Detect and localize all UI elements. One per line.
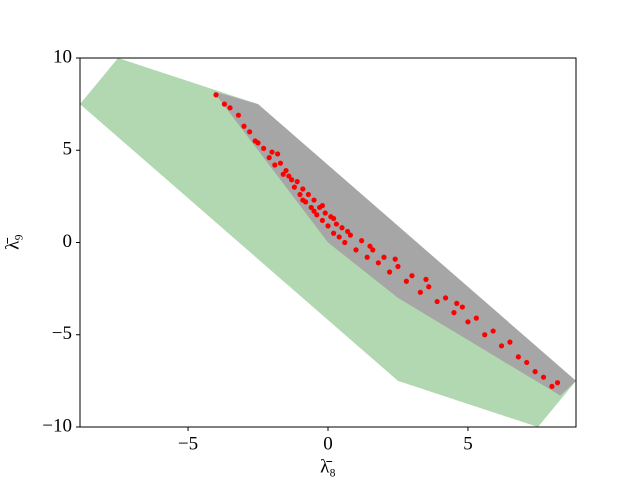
point	[442, 295, 449, 301]
point	[409, 273, 415, 279]
point	[490, 328, 496, 334]
point	[381, 254, 387, 260]
point	[283, 167, 289, 174]
point	[358, 238, 365, 244]
point	[549, 383, 555, 390]
y-tick-label: −10	[42, 415, 72, 436]
point	[325, 223, 331, 229]
point	[459, 304, 465, 310]
y-tick-label: 0	[63, 231, 73, 252]
point	[308, 204, 314, 211]
point	[266, 155, 272, 161]
point	[213, 92, 219, 98]
x-tick-label: 5	[463, 433, 473, 454]
x-tick-label: 0	[323, 433, 333, 454]
point	[261, 145, 267, 152]
point	[395, 263, 401, 270]
region	[213, 91, 576, 396]
point	[498, 343, 505, 349]
point	[454, 300, 460, 306]
point	[235, 112, 242, 118]
y-tick-label: 10	[53, 46, 72, 67]
point	[294, 179, 300, 185]
point	[524, 359, 530, 366]
y-tick-label: 5	[63, 139, 73, 160]
x-axis-label: λ̄₈	[320, 456, 336, 477]
point	[330, 215, 337, 222]
point	[515, 354, 521, 360]
point	[353, 247, 359, 253]
point	[286, 173, 292, 179]
y-tick-label: −5	[52, 323, 72, 344]
point	[311, 197, 317, 203]
point	[300, 186, 306, 192]
point	[314, 212, 320, 218]
point	[221, 101, 228, 107]
point	[451, 310, 457, 316]
point	[370, 247, 376, 253]
point	[322, 210, 328, 216]
point	[426, 284, 432, 290]
point	[339, 225, 345, 231]
point	[227, 105, 233, 111]
point	[297, 191, 303, 198]
point	[280, 171, 286, 177]
point	[277, 160, 284, 166]
point	[336, 234, 342, 240]
point	[255, 140, 261, 146]
point	[319, 203, 326, 209]
point	[333, 221, 339, 227]
point	[375, 260, 381, 266]
point	[241, 123, 247, 129]
point	[347, 232, 353, 238]
point	[465, 319, 471, 325]
point	[507, 339, 513, 345]
point	[482, 332, 488, 338]
point	[434, 298, 440, 305]
y-axis-label: λ̄₉	[2, 234, 23, 250]
point	[403, 278, 409, 284]
point	[305, 191, 312, 198]
point	[311, 208, 317, 214]
point	[417, 289, 423, 295]
point	[540, 374, 547, 380]
point	[364, 254, 370, 260]
point	[342, 239, 348, 246]
point	[392, 256, 398, 262]
point	[291, 184, 298, 190]
point	[532, 369, 538, 375]
point	[423, 276, 429, 282]
x-tick-label: −5	[178, 433, 198, 454]
point	[289, 177, 295, 183]
point	[367, 243, 373, 249]
point	[275, 151, 281, 157]
point	[272, 162, 278, 168]
point	[344, 228, 351, 235]
point	[300, 197, 306, 203]
point	[247, 129, 253, 135]
point	[386, 269, 393, 275]
point	[269, 149, 275, 155]
point	[330, 230, 337, 236]
point	[554, 380, 561, 386]
point	[473, 315, 479, 321]
point	[319, 217, 326, 223]
